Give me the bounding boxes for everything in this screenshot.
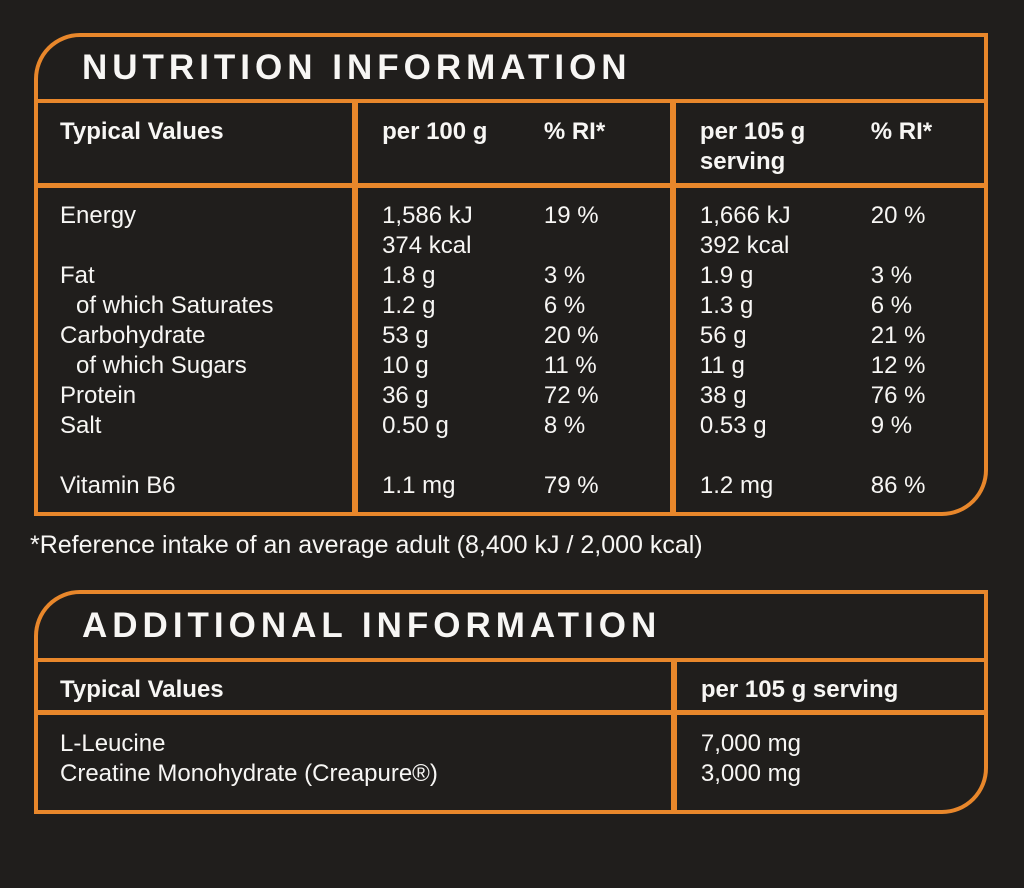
per-105g-value: 1.3 g — [699, 292, 754, 319]
additional-header-row: Typical Values per 105 g serving — [38, 658, 984, 715]
ri-100g-value: 11 % — [543, 352, 597, 379]
ingredient-label: L-Leucine — [60, 730, 166, 757]
per-105g-value: 1.9 g — [699, 262, 754, 289]
nutrient-values-row: 38 g 76 % — [676, 381, 984, 411]
nutrient-values-row: 1,666 kJ 392 kcal 20 % — [676, 201, 984, 261]
per-100g-value: 1.2 g — [382, 292, 436, 319]
per-105g-value: 1,666 kJ 392 kcal — [699, 202, 791, 259]
reference-intake-footnote: *Reference intake of an average adult (8… — [30, 531, 703, 559]
ri-105g-value: 9 % — [870, 412, 913, 439]
nutrition-body: Energy Fat of which Saturates Carbohydrate o… — [38, 188, 984, 512]
nutrition-header-per-100g: per 100 g — [382, 118, 488, 145]
nutrition-header-row: Typical Values per 100 g % RI* per 105 g… — [38, 99, 984, 188]
additional-body: L-Leucine Creatine Monohydrate (Creapure®… — [38, 715, 984, 810]
nutrition-header-typical-values: Typical Values — [60, 118, 224, 145]
additional-header-per-105g-serving: per 105 g serving — [670, 662, 984, 710]
nutrient-values-row: 11 g 12 % — [676, 351, 984, 381]
ri-100g-value: 20 % — [543, 322, 599, 349]
nutrient-values-row: 1.2 mg 86 % — [676, 471, 984, 501]
nutrient-label: Vitamin B6 — [60, 472, 176, 499]
nutrient-values-row: 1,586 kJ 374 kcal 19 % — [358, 201, 670, 261]
per-100g-value: 1.1 mg — [382, 472, 456, 499]
ri-100g-value: 6 % — [543, 292, 586, 319]
ri-100g-value: 72 % — [543, 382, 599, 409]
per-105g-value: 11 g — [699, 352, 745, 379]
ri-105g-value: 6 % — [870, 292, 913, 319]
ri-100g-value: 8 % — [543, 412, 586, 439]
additional-panel-title: ADDITIONAL INFORMATION — [82, 606, 662, 645]
per-105g-value: 38 g — [699, 382, 747, 409]
ri-105g-value: 20 % — [870, 202, 926, 229]
per-100g-value: 0.50 g — [382, 412, 449, 439]
nutrient-values-row: 53 g 20 % — [358, 321, 670, 351]
ri-105g-value: 3 % — [870, 262, 913, 289]
ingredient-value: 7,000 mg — [700, 730, 801, 757]
nutrition-header-per-100g-group: per 100 g % RI* — [352, 103, 670, 183]
per-100g-value: 10 g — [382, 352, 429, 379]
nutrient-label: of which Saturates — [76, 292, 274, 319]
nutrient-values-row: 1.9 g 3 % — [676, 261, 984, 291]
per-100g-value: 1.8 g — [382, 262, 436, 289]
per-105g-value: 1.2 mg — [699, 472, 774, 499]
nutrition-header-per-105g-serving: per 105 g serving — [699, 118, 806, 175]
nutrition-panel: NUTRITION INFORMATION Typical Values per… — [34, 33, 988, 516]
ri-100g-value: 79 % — [543, 472, 599, 499]
ingredient-label: Creatine Monohydrate (Creapure®) — [60, 760, 438, 787]
additional-header-typical-values: Typical Values — [60, 676, 224, 703]
nutrient-label: Fat — [60, 262, 95, 289]
nutrition-column-labels: Energy Fat of which Saturates Carbohydrate o… — [38, 188, 352, 512]
nutrient-values-row: 0.50 g 8 % — [358, 411, 670, 441]
nutrient-values-row: 1.2 g 6 % — [358, 291, 670, 321]
nutrient-values-row: 36 g 72 % — [358, 381, 670, 411]
nutrient-values-row: 1.1 mg 79 % — [358, 471, 670, 501]
nutrition-header-ri-100g: % RI* — [543, 118, 606, 145]
ri-105g-value: 12 % — [870, 352, 926, 379]
additional-column-values: 7,000 mg 3,000 mg — [670, 715, 984, 810]
per-105g-value: 0.53 g — [699, 412, 767, 439]
nutrition-header-ri-105g: % RI* — [870, 118, 933, 145]
nutrition-label-page: NUTRITION INFORMATION Typical Values per… — [0, 33, 1024, 888]
nutrient-label: Energy — [60, 202, 137, 229]
per-100g-value: 36 g — [382, 382, 429, 409]
nutrient-values-row: 10 g 11 % — [358, 351, 670, 381]
nutrient-label: Protein — [60, 382, 137, 409]
nutrient-label: Salt — [60, 412, 102, 439]
nutrition-panel-title: NUTRITION INFORMATION — [82, 48, 632, 87]
nutrition-header-per-105g-group: per 105 g serving % RI* — [669, 103, 984, 183]
nutrient-values-row: 56 g 21 % — [676, 321, 984, 351]
nutrient-values-row: 1.8 g 3 % — [358, 261, 670, 291]
nutrient-label: Carbohydrate — [60, 322, 206, 349]
ri-105g-value: 76 % — [870, 382, 926, 409]
per-100g-value: 53 g — [382, 322, 429, 349]
additional-panel: ADDITIONAL INFORMATION Typical Values pe… — [34, 590, 988, 814]
ri-105g-value: 86 % — [870, 472, 926, 499]
ri-100g-value: 3 % — [543, 262, 586, 289]
nutrient-values-row: 0.53 g 9 % — [676, 411, 984, 441]
nutrient-values-row: 1.3 g 6 % — [676, 291, 984, 321]
ri-105g-value: 21 % — [870, 322, 926, 349]
ri-100g-value: 19 % — [543, 202, 599, 229]
per-105g-value: 56 g — [699, 322, 747, 349]
nutrient-label: of which Sugars — [76, 352, 247, 379]
additional-column-labels: L-Leucine Creatine Monohydrate (Creapure®… — [38, 715, 671, 810]
ingredient-value: 3,000 mg — [700, 760, 801, 787]
per-100g-value: 1,586 kJ 374 kcal — [382, 202, 473, 259]
